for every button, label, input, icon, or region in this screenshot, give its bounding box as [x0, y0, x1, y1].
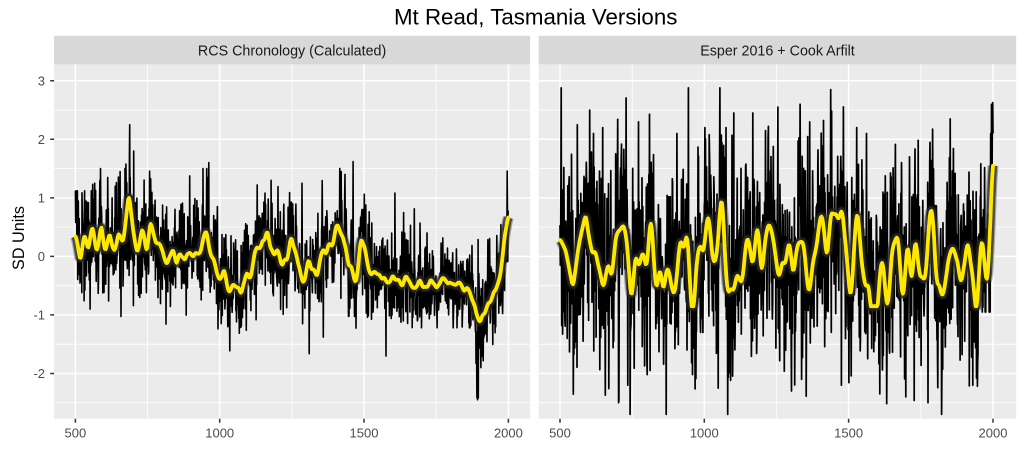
svg-text:SD Units: SD Units — [10, 206, 28, 270]
svg-text:500: 500 — [549, 426, 571, 441]
svg-text:Mt Read, Tasmania Versions: Mt Read, Tasmania Versions — [394, 5, 677, 30]
svg-text:2000: 2000 — [979, 426, 1008, 441]
svg-text:1: 1 — [38, 191, 45, 206]
svg-text:Esper 2016 + Cook Arfilt: Esper 2016 + Cook Arfilt — [700, 43, 855, 59]
svg-text:3: 3 — [38, 73, 45, 88]
svg-text:1500: 1500 — [834, 426, 863, 441]
svg-text:2: 2 — [38, 132, 45, 147]
svg-text:1000: 1000 — [205, 426, 234, 441]
svg-text:1500: 1500 — [350, 426, 379, 441]
svg-text:RCS Chronology (Calculated): RCS Chronology (Calculated) — [198, 43, 386, 59]
svg-text:2000: 2000 — [494, 426, 523, 441]
svg-text:500: 500 — [65, 426, 87, 441]
svg-text:-1: -1 — [33, 308, 45, 323]
svg-text:-2: -2 — [33, 366, 45, 381]
svg-text:0: 0 — [38, 249, 45, 264]
svg-text:1000: 1000 — [690, 426, 719, 441]
